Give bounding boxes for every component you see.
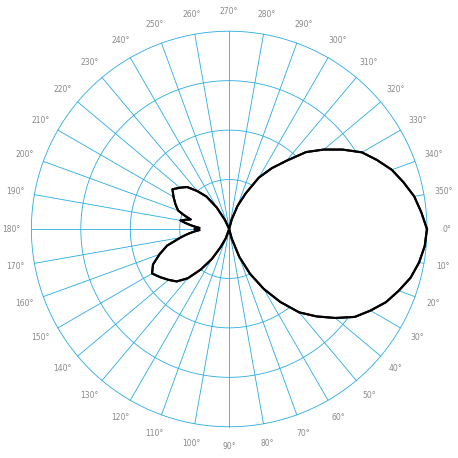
Text: 280°: 280° [258,10,276,19]
Text: 180°: 180° [2,224,21,234]
Text: 250°: 250° [146,20,164,29]
Text: 150°: 150° [32,333,50,342]
Text: 70°: 70° [297,429,311,438]
Text: 210°: 210° [32,116,50,125]
Text: 80°: 80° [260,439,274,448]
Text: 140°: 140° [53,365,72,373]
Text: 200°: 200° [16,150,34,159]
Text: -30: -30 [272,224,285,234]
Text: 50°: 50° [362,391,376,400]
Text: 290°: 290° [294,20,313,29]
Text: 320°: 320° [387,85,405,93]
Text: 120°: 120° [111,413,130,422]
Text: 260°: 260° [182,10,201,19]
Text: 350°: 350° [434,187,453,196]
Text: 30°: 30° [411,333,425,342]
Text: 110°: 110° [146,429,164,438]
Text: 240°: 240° [111,36,130,45]
Text: 340°: 340° [425,150,443,159]
Text: 300°: 300° [329,36,347,45]
Text: 40°: 40° [389,365,403,373]
Text: 100°: 100° [182,439,201,448]
Text: 130°: 130° [80,391,98,400]
Text: 90°: 90° [222,442,236,451]
Text: -10: -10 [371,224,384,234]
Text: -20: -20 [322,224,335,234]
Text: 190°: 190° [5,187,24,196]
Text: 230°: 230° [80,58,98,67]
Text: 10°: 10° [436,262,450,271]
Text: 220°: 220° [54,85,71,93]
Text: 270°: 270° [220,7,238,16]
Text: 0°: 0° [442,224,451,234]
Text: -40: -40 [223,224,236,234]
Text: 330°: 330° [409,116,427,125]
Text: 60°: 60° [331,413,345,422]
Text: 160°: 160° [16,299,34,308]
Text: 310°: 310° [360,58,378,67]
Polygon shape [152,150,427,318]
Text: 20°: 20° [427,299,440,308]
Text: 170°: 170° [5,262,24,271]
